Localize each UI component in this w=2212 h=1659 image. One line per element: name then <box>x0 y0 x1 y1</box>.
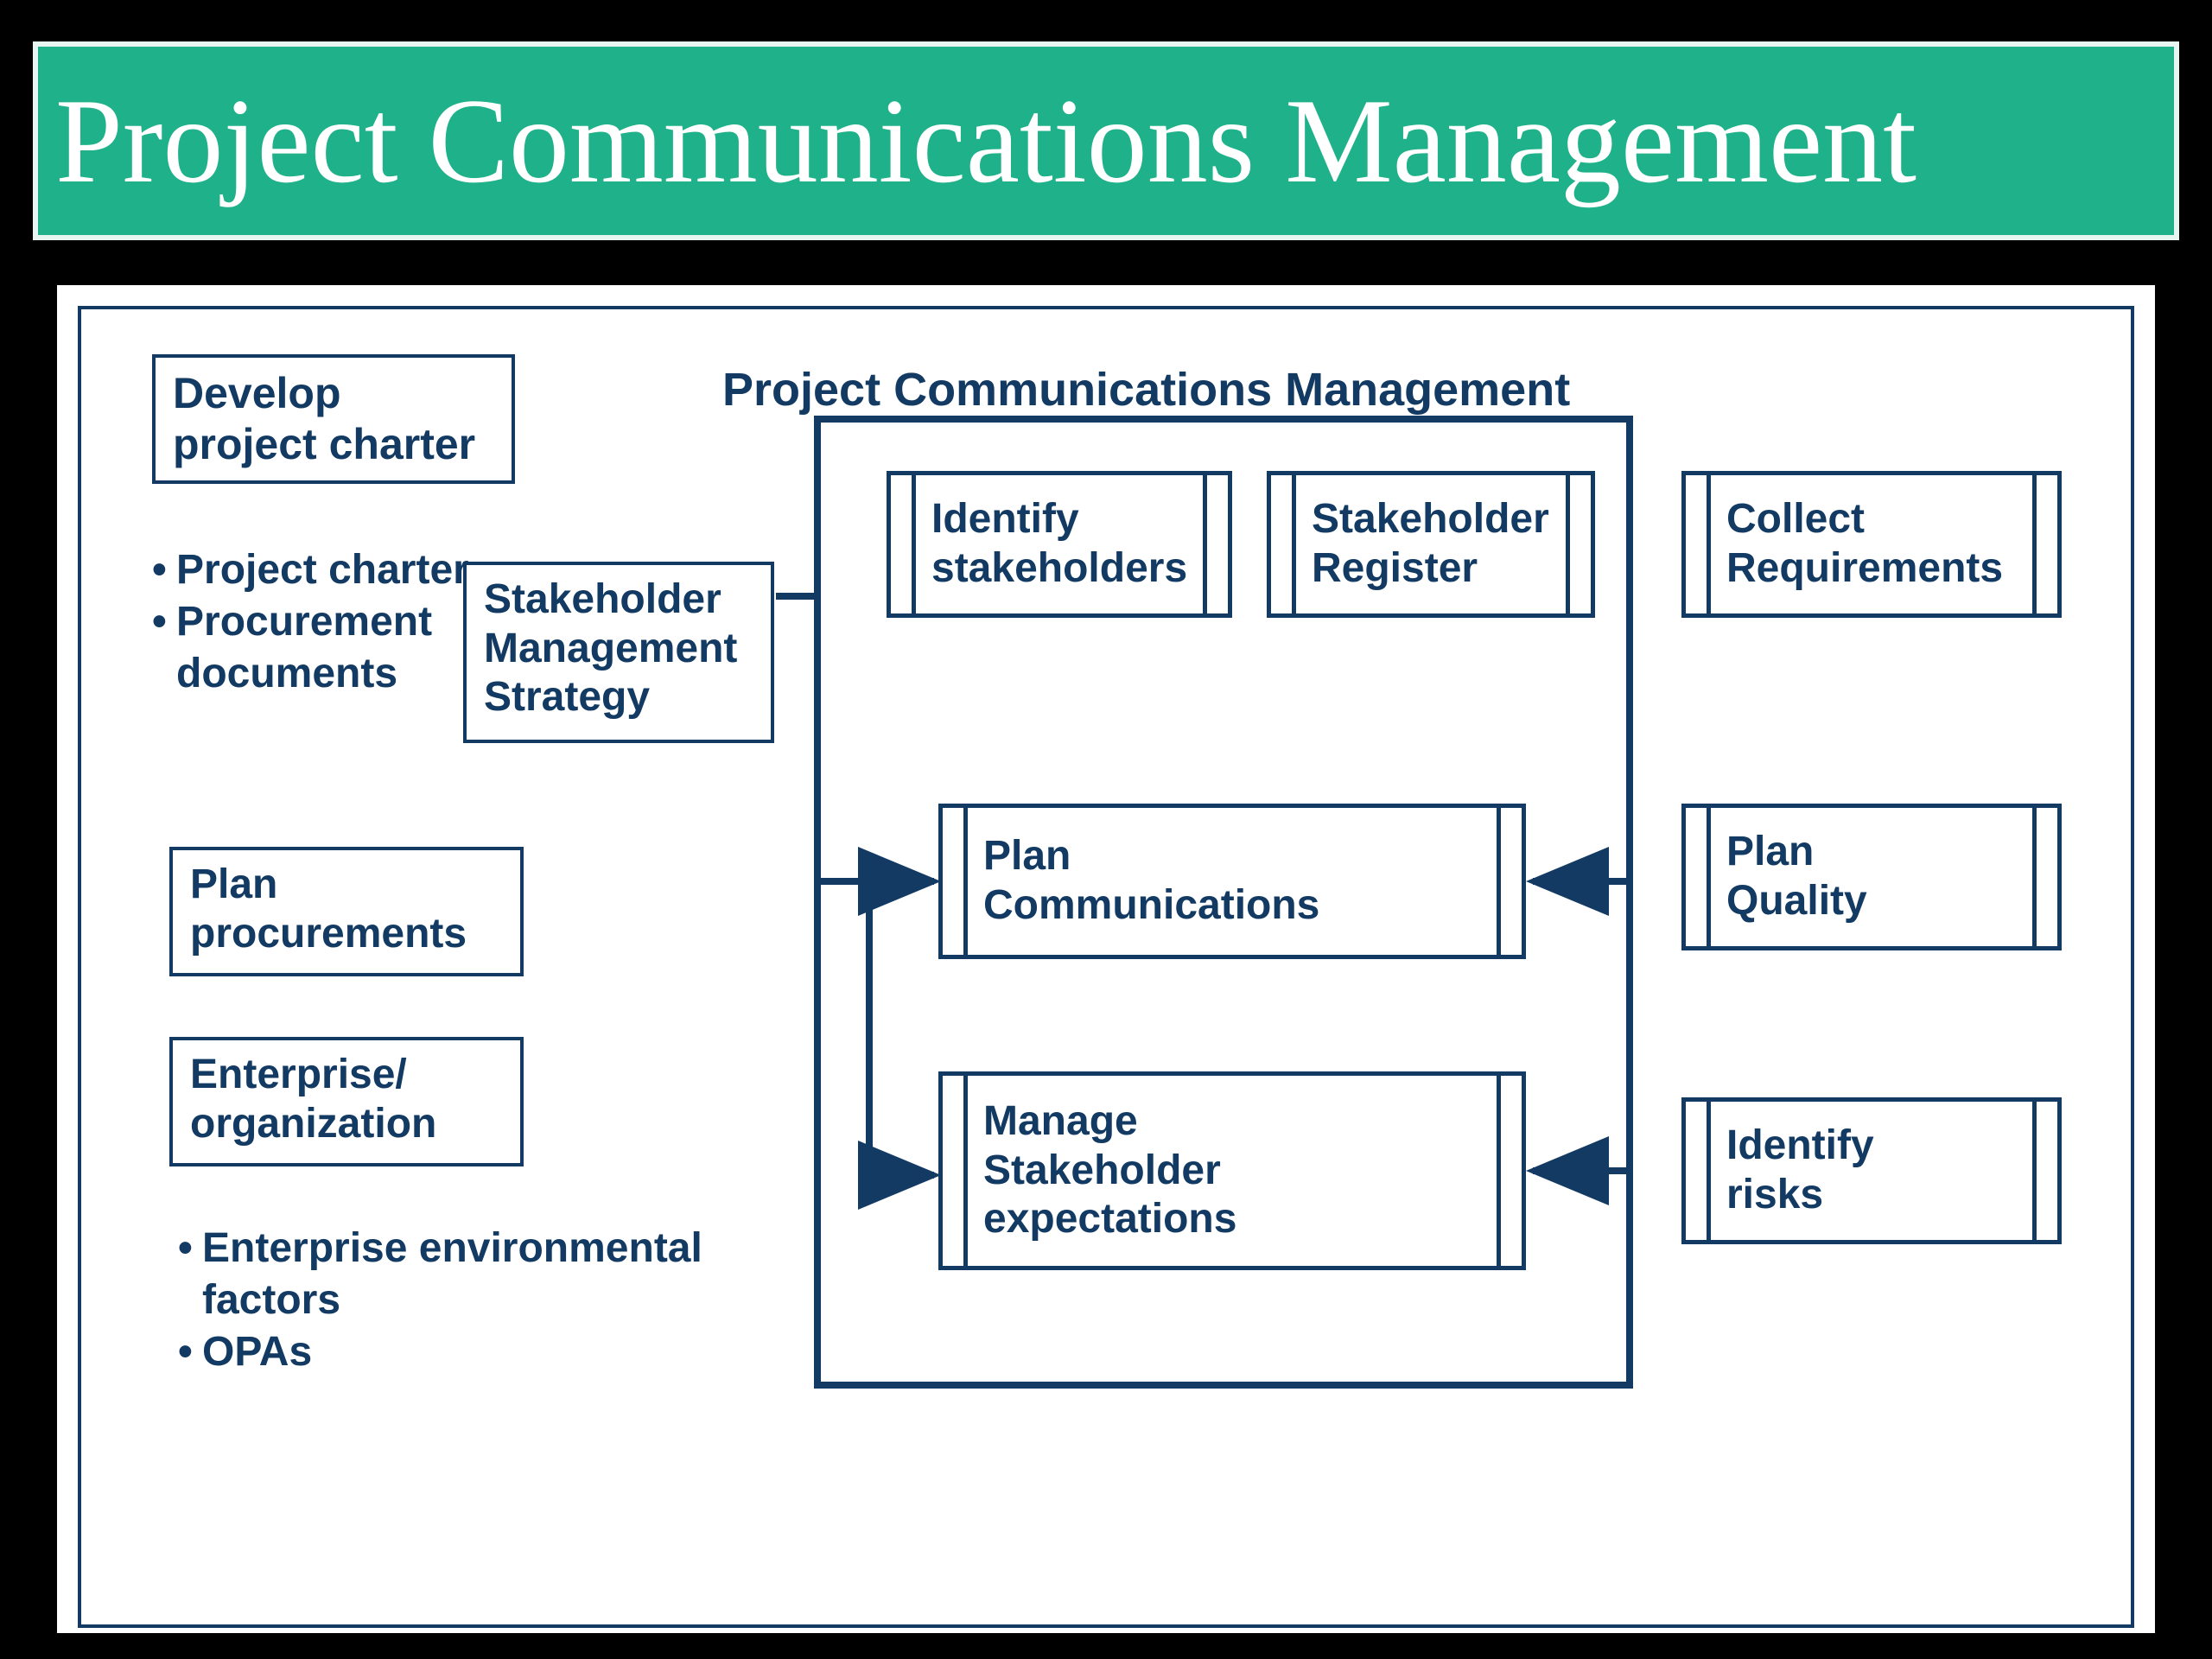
label-plan-procurements: Plan procurements <box>190 861 467 958</box>
label-manage-stakeholder-expectations: Manage Stakeholder expectations <box>983 1097 1236 1244</box>
diagram-card: Project Communications Management Develo… <box>57 285 2155 1633</box>
label-identify-stakeholders: Identify stakeholders <box>931 495 1187 593</box>
box-plan-quality: Plan Quality <box>1681 804 2062 950</box>
box-identify-risks: Identify risks <box>1681 1097 2062 1244</box>
bullet-eef: Enterprise environmental factors <box>202 1223 702 1326</box>
bullets-charter-docs: •Project charter •Procurement documents <box>152 544 469 700</box>
label-stakeholder-management-strategy: Stakeholder Management Strategy <box>484 575 753 722</box>
bullet-procurement-documents: Procurement documents <box>176 596 432 700</box>
box-collect-requirements: Collect Requirements <box>1681 471 2062 618</box>
box-manage-stakeholder-expectations: Manage Stakeholder expectations <box>938 1071 1526 1270</box>
slide: Project Communications Management P <box>0 0 2212 1659</box>
box-identify-stakeholders: Identify stakeholders <box>887 471 1232 618</box>
label-enterprise-organization: Enterprise/ organization <box>190 1051 436 1148</box>
label-collect-requirements: Collect Requirements <box>1726 495 2003 593</box>
box-enterprise-organization: Enterprise/ organization <box>169 1037 524 1166</box>
diagram-header: Project Communications Management <box>722 363 1570 416</box>
box-stakeholder-register: Stakeholder Register <box>1267 471 1595 618</box>
box-stakeholder-management-strategy: Stakeholder Management Strategy <box>463 562 774 743</box>
label-plan-communications: Plan Communications <box>983 832 1319 930</box>
title-banner: Project Communications Management <box>33 41 2179 240</box>
label-plan-quality: Plan Quality <box>1726 828 1867 925</box>
bullets-eef-opas: •Enterprise environmental factors •OPAs <box>178 1223 702 1378</box>
box-develop-project-charter: Develop project charter <box>152 354 515 484</box>
label-identify-risks: Identify risks <box>1726 1122 1874 1219</box>
label-develop-project-charter: Develop project charter <box>173 368 475 470</box>
box-plan-communications: Plan Communications <box>938 804 1526 959</box>
label-stakeholder-register: Stakeholder Register <box>1312 495 1549 593</box>
box-plan-procurements: Plan procurements <box>169 847 524 976</box>
bullet-opas: OPAs <box>202 1326 312 1378</box>
bullet-project-charter: Project charter <box>176 544 469 596</box>
slide-title: Project Communications Management <box>55 72 1916 211</box>
